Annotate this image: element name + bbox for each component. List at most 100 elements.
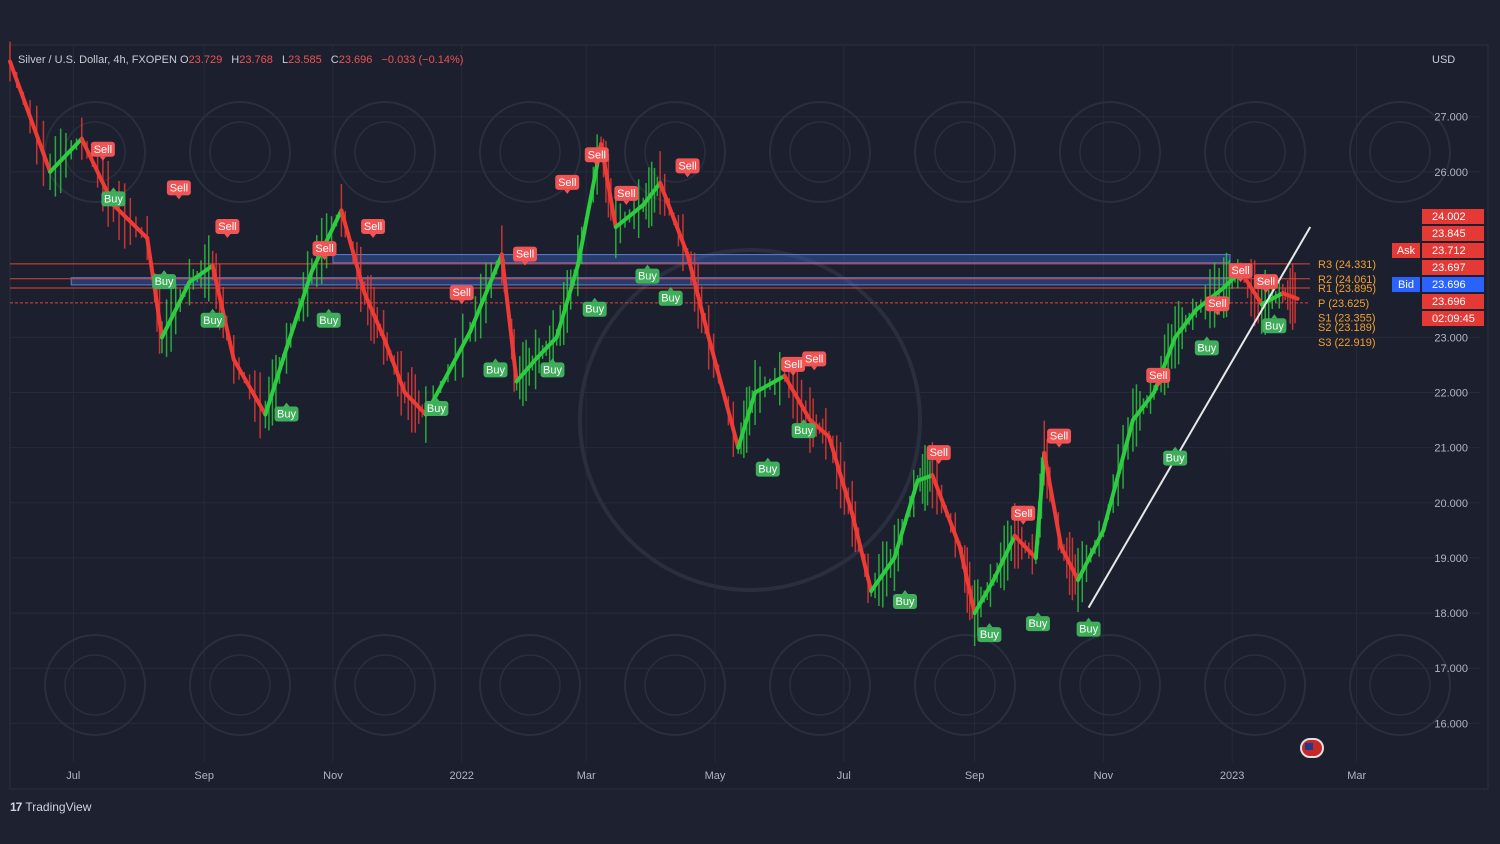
signal-pointer-icon (549, 358, 556, 363)
signal-pointer-icon (99, 156, 106, 161)
series-segment (554, 263, 580, 340)
series-segment (706, 335, 741, 450)
watermark-badge-icon (1059, 634, 1161, 736)
series-segment (957, 544, 977, 616)
buy-signal: Buy (1025, 612, 1050, 632)
series-segment (468, 252, 504, 334)
x-tick-label: Mar (577, 770, 596, 782)
signal-badge (1047, 428, 1072, 444)
buy-signal: Buy (658, 286, 683, 306)
signal-pointer-icon (161, 270, 168, 275)
signal-label: Sell (218, 221, 236, 233)
y-axis[interactable]: 27.000 26.000 23.000 22.000 21.000 20.000 19.0… (1434, 112, 1468, 731)
resistance-zone (332, 254, 1231, 264)
open-value: 23.729 (188, 54, 223, 66)
buy-signal: Buy (152, 270, 177, 290)
price-label-value: 24.002 (1432, 211, 1466, 223)
trendline-segment[interactable] (1087, 226, 1312, 609)
sell-signal: Sell (926, 445, 951, 465)
sell-signal: Sell (1146, 367, 1171, 387)
signal-label: Buy (895, 596, 914, 608)
close-label: C (330, 54, 339, 66)
buy-signal: Buy (1076, 617, 1101, 637)
signal-badge (584, 147, 609, 163)
pivot-label: R3 (24.331) (1318, 259, 1376, 271)
sell-signal: Sell (361, 219, 386, 239)
sell-signal: Sell (555, 174, 580, 194)
signal-label: Sell (558, 177, 576, 189)
signal-label: Sell (930, 447, 948, 459)
signal-pointer-icon (224, 234, 231, 239)
buy-signal: Buy (200, 308, 225, 328)
signal-badge (1076, 621, 1101, 637)
sell-signal: Sell (1047, 428, 1072, 448)
watermark-badge-icon (1224, 121, 1286, 183)
series-segment (362, 291, 386, 340)
watermark-badge-icon (624, 101, 726, 203)
signal-pointer-icon (790, 371, 797, 376)
price-label-box (1422, 277, 1484, 292)
us-flag-icon[interactable] (1300, 738, 1324, 758)
signal-badge (1262, 318, 1287, 334)
watermark-badge-icon (934, 121, 996, 183)
signal-label: Sell (94, 144, 112, 156)
ask-tag (1392, 243, 1420, 258)
signal-pointer-icon (522, 261, 529, 266)
signal-label: Buy (543, 364, 562, 376)
series-segment (514, 357, 538, 384)
signal-label: Buy (155, 276, 174, 288)
series-segment (892, 478, 920, 560)
sell-signal: Sell (675, 158, 700, 178)
watermark-badge-icon (499, 654, 561, 716)
watermark-badge-icon (1079, 654, 1141, 716)
signal-label: Buy (1166, 453, 1185, 465)
pivot-label: R2 (24.061) (1318, 274, 1376, 286)
pivot-label: P (23.625) (1318, 298, 1369, 310)
signal-pointer-icon (1172, 446, 1179, 451)
signal-label: Sell (1149, 370, 1167, 382)
series-segment (381, 335, 407, 395)
series-segment (807, 418, 831, 439)
signal-label: Buy (203, 315, 222, 327)
series-segment (263, 346, 289, 417)
y-tick-label: 18.000 (1434, 608, 1468, 620)
signal-pointer-icon (1056, 443, 1063, 448)
signal-badge (215, 219, 240, 235)
watermark-badge-icon (914, 634, 1016, 736)
watermark-badge-icon (499, 121, 561, 183)
watermark-badge-icon (934, 654, 996, 716)
currency-label[interactable]: USD (1432, 54, 1456, 66)
buy-signal: Buy (101, 187, 126, 207)
signal-pointer-icon (175, 195, 182, 200)
signal-pointer-icon (110, 187, 117, 192)
x-tick-label: Nov (1094, 770, 1114, 782)
watermark-badge-icon (479, 101, 581, 203)
trendline[interactable] (1087, 226, 1312, 609)
buy-signal: Buy (540, 358, 565, 378)
close-value: 23.696 (338, 54, 373, 66)
buy-signal: Buy (892, 590, 917, 610)
signal-badge (449, 285, 474, 301)
sell-signal: Sell (1253, 274, 1278, 294)
watermark-badge-icon (1204, 101, 1306, 203)
sell-signal: Sell (449, 285, 474, 305)
sell-signal: Sell (781, 356, 806, 376)
watermark-badge-icon (1059, 101, 1161, 203)
signal-badge (791, 423, 816, 439)
signal-badge (1253, 274, 1278, 290)
sell-signal: Sell (166, 180, 191, 200)
x-axis[interactable]: Jul Sep Nov 2022 Mar May Jul Sep Nov 2023 Mar (66, 770, 1366, 782)
signal-pointer-icon (370, 234, 377, 239)
tradingview-brand[interactable]: 17 TradingView (10, 800, 91, 814)
buy-signal: Buy (977, 623, 1002, 643)
x-tick-label: Nov (323, 770, 343, 782)
bid-tag (1392, 277, 1420, 292)
sell-signal: Sell (802, 351, 827, 371)
signal-badge (1228, 263, 1253, 279)
signal-pointer-icon (1237, 278, 1244, 283)
series-segment (1130, 390, 1157, 423)
symbol-header[interactable]: Silver / U.S. Dollar, 4h, FXOPEN O23.729… (18, 54, 469, 66)
series-segment (1042, 451, 1064, 549)
price-label-value: 23.845 (1432, 228, 1466, 240)
